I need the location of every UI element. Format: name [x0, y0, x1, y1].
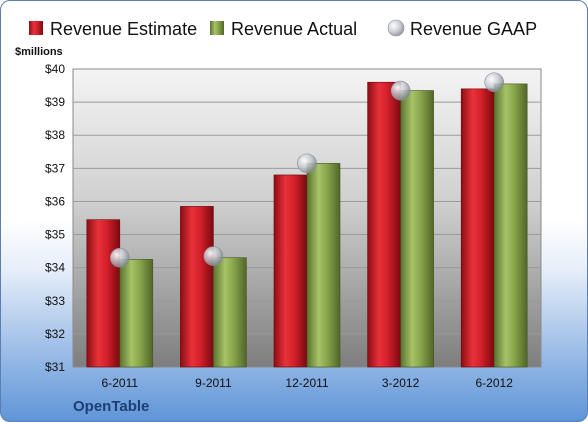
bar-revenue-estimate: [367, 81, 401, 368]
company-label: OpenTable: [73, 398, 149, 415]
x-tick-label: 6-2011: [102, 376, 139, 390]
bar-revenue-actual: [119, 259, 154, 368]
legend-label: Revenue GAAP: [410, 19, 537, 39]
y-tick-label: $40: [45, 62, 65, 76]
bar-revenue-estimate: [273, 174, 308, 368]
legend-swatch-actual: [210, 21, 224, 35]
unit-label: $millions: [15, 46, 63, 58]
legend-swatch-estimate: [29, 21, 43, 35]
y-tick-label: $34: [45, 261, 65, 275]
x-tick-label: 6-2012: [476, 376, 514, 390]
marker-revenue-gaap: [110, 247, 130, 268]
y-tick-label: $35: [45, 228, 65, 242]
x-tick-label: 3-2012: [382, 376, 420, 390]
bar-revenue-actual: [213, 257, 247, 368]
marker-revenue-gaap: [390, 80, 411, 101]
y-tick-label: $36: [45, 194, 65, 208]
legend-label: Revenue Estimate: [50, 19, 197, 39]
y-tick-label: $32: [45, 327, 65, 341]
bar-revenue-actual: [400, 90, 434, 368]
y-tick-label: $38: [45, 128, 65, 142]
bar-revenue-estimate: [86, 219, 121, 368]
marker-revenue-gaap: [203, 246, 224, 266]
x-tick-label: 12-2011: [285, 376, 328, 390]
bar-revenue-actual: [493, 83, 528, 368]
y-tick-label: $33: [45, 294, 65, 308]
bar-revenue-estimate: [460, 88, 495, 368]
bar-revenue-estimate: [180, 206, 214, 368]
legend-swatch-gaap: [387, 19, 405, 37]
y-tick-label: $39: [45, 95, 65, 109]
y-tick-label: $31: [45, 360, 65, 374]
marker-revenue-gaap: [484, 72, 505, 93]
bar-revenue-actual: [306, 163, 341, 368]
marker-revenue-gaap: [297, 153, 317, 174]
x-tick-label: 9-2011: [195, 376, 232, 390]
y-tick-label: $37: [45, 161, 65, 175]
legend-label: Revenue Actual: [231, 19, 357, 39]
